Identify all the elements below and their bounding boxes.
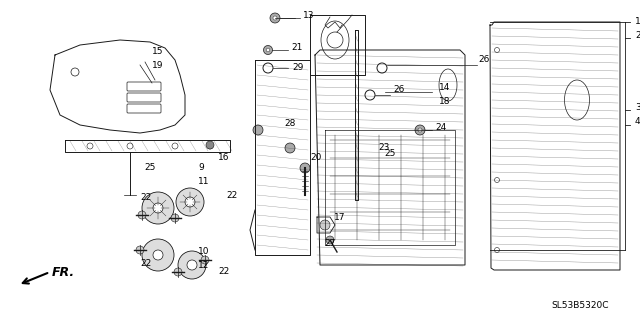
Circle shape [187,260,197,270]
Circle shape [266,48,270,52]
Circle shape [327,32,343,48]
Text: 25: 25 [384,150,396,159]
Circle shape [176,188,204,216]
Circle shape [127,143,133,149]
Text: 17: 17 [334,213,346,222]
Text: 15: 15 [152,48,163,56]
Text: 22: 22 [226,191,237,201]
Text: 27: 27 [324,239,335,248]
Text: 22: 22 [140,258,151,268]
Circle shape [142,239,174,271]
Circle shape [253,125,263,135]
Circle shape [185,197,195,207]
Circle shape [172,143,178,149]
Text: 22: 22 [140,194,151,203]
Circle shape [495,248,499,253]
Circle shape [285,143,295,153]
Circle shape [495,177,499,182]
Text: 28: 28 [284,120,296,129]
Text: 9: 9 [198,164,204,173]
Text: 2: 2 [635,31,640,40]
Text: 12: 12 [198,262,209,271]
Text: 20: 20 [310,153,321,162]
Text: 22: 22 [218,268,229,277]
Text: 1: 1 [635,18,640,26]
Text: 19: 19 [152,62,163,70]
Text: 13: 13 [303,11,314,19]
Text: 14: 14 [439,84,451,93]
Circle shape [495,48,499,53]
Circle shape [136,246,144,254]
Circle shape [206,141,214,149]
Text: FR.: FR. [52,265,75,278]
Circle shape [174,268,182,276]
Circle shape [264,46,273,55]
Circle shape [320,220,330,230]
Text: 21: 21 [291,43,302,53]
Text: SL53B5320C: SL53B5320C [551,300,609,309]
Circle shape [273,16,277,20]
Circle shape [207,143,213,149]
Text: 29: 29 [292,63,303,72]
Text: 26: 26 [478,56,490,64]
Text: 24: 24 [435,123,446,132]
Circle shape [201,256,209,264]
Text: 23: 23 [378,144,389,152]
Circle shape [142,192,174,224]
Text: 25: 25 [144,164,156,173]
Text: 11: 11 [198,177,209,187]
Text: 3: 3 [635,103,640,113]
Circle shape [153,250,163,260]
Text: 16: 16 [218,153,230,162]
Text: 4: 4 [635,117,640,127]
Circle shape [418,128,422,132]
Circle shape [87,143,93,149]
Circle shape [153,203,163,213]
Text: 18: 18 [439,98,451,107]
Circle shape [326,236,334,244]
Circle shape [270,13,280,23]
Circle shape [178,251,206,279]
Circle shape [71,68,79,76]
Circle shape [415,125,425,135]
Circle shape [171,214,179,222]
Circle shape [300,163,310,173]
Circle shape [138,211,146,219]
Text: 10: 10 [198,248,209,256]
Text: 26: 26 [393,85,404,94]
